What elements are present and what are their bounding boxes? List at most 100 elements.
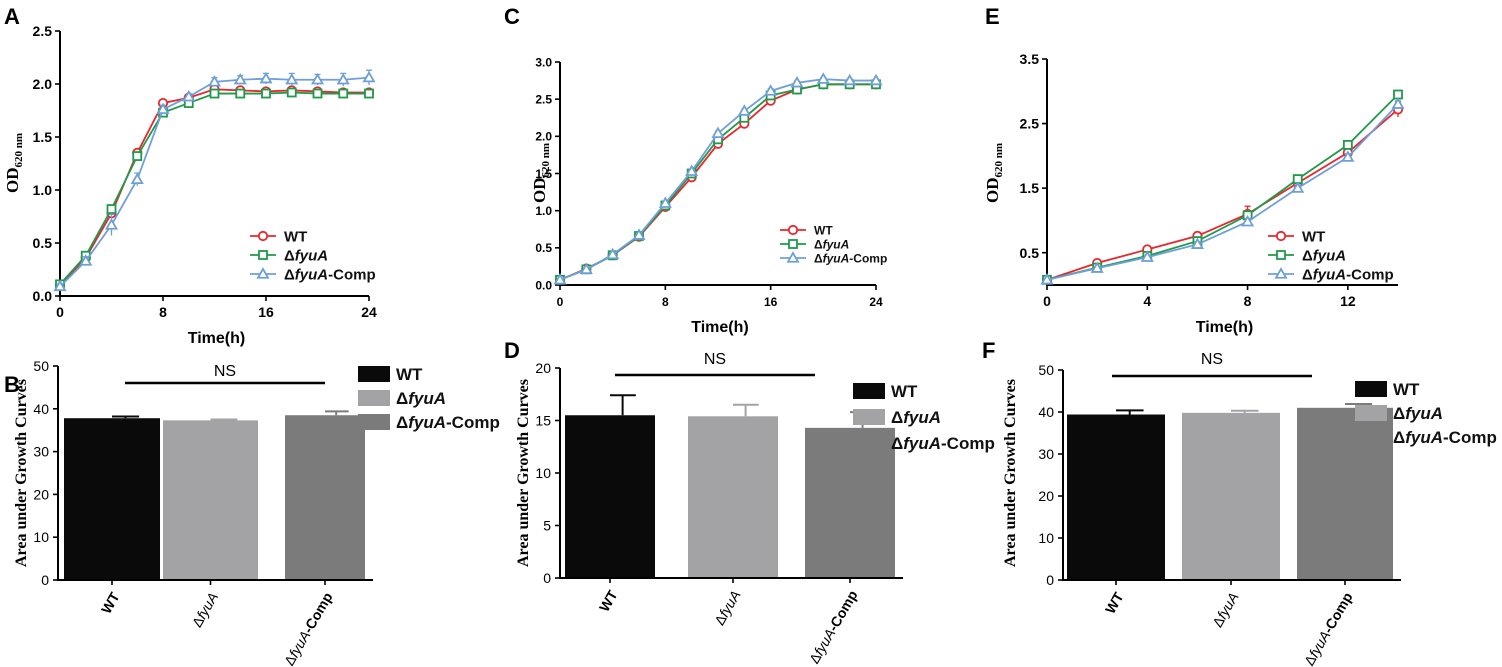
x-tick-label: WT [1102, 589, 1127, 616]
data-point [1342, 139, 1353, 150]
x-label-text: -Comp [1320, 590, 1356, 636]
legend-label: ΔfyuA [1302, 247, 1346, 264]
y-tick-label: 40 [33, 401, 49, 417]
legend-marker [256, 267, 270, 279]
x-label-text: -Comp [825, 588, 861, 634]
data-point [790, 75, 804, 88]
x-tick-label: 24 [361, 304, 377, 320]
legend-text: WT [891, 382, 918, 401]
x-tick-label: ΔfyuA [1209, 590, 1242, 630]
x-tick-label: ΔfyuA [711, 588, 744, 628]
x-tick-label: 0 [557, 295, 564, 309]
data-point [632, 228, 646, 240]
y-axis-label: OD620 nm [3, 133, 25, 193]
legend-suffix: -Comp [941, 434, 995, 453]
data-point [233, 72, 247, 85]
legend-label: ΔfyuA-Comp [396, 413, 500, 432]
panel-letter: D [504, 338, 520, 363]
legend-gene: fyuA [295, 266, 328, 283]
bar [285, 415, 365, 580]
bar [805, 427, 895, 578]
bar [565, 415, 655, 578]
data-point [1341, 150, 1355, 162]
x-label-text: WT [596, 587, 621, 614]
legend-label: ΔfyuA-Comp [1393, 428, 1497, 447]
y-axis-label-sub: 620 nm [993, 143, 1005, 178]
x-axis-label: Time(h) [188, 330, 245, 347]
panel-letter: B [4, 372, 20, 397]
series-line [1046, 103, 1399, 281]
legend-delta: Δ [891, 434, 903, 453]
legend-swatch [1355, 429, 1387, 445]
legend-delta: Δ [396, 413, 408, 432]
x-tick-label: ΔfyuA-Comp [806, 588, 861, 667]
legend-text: WT [1393, 380, 1420, 399]
data-point [1090, 261, 1104, 273]
data-point [312, 88, 323, 99]
y-axis-label: OD620 nm [530, 143, 552, 203]
x-tick-label: 8 [662, 295, 669, 309]
legend-marker [1276, 250, 1286, 260]
legend-label: WT [1393, 380, 1420, 399]
legend-marker [257, 230, 269, 242]
legend-suffix: -Comp [328, 266, 376, 283]
y-tick-label: 40 [1038, 404, 1054, 420]
x-tick-label: WT [596, 587, 621, 614]
y-tick-label: 50 [33, 358, 49, 374]
legend-gene: fyuA [1405, 428, 1443, 447]
legend-marker [786, 251, 800, 263]
legend-label: ΔfyuA-Comp [1302, 266, 1394, 283]
x-tick-label: 4 [1143, 293, 1151, 309]
y-tick-label: 1.0 [33, 182, 53, 198]
y-tick-label: 0.0 [33, 288, 53, 304]
y-axis-label: Area under Growth Curves [515, 379, 532, 567]
y-tick-label: 0 [543, 570, 551, 586]
legend-swatch [853, 383, 885, 399]
legend-gene: fyuA [408, 413, 446, 432]
data-point [1040, 273, 1054, 285]
y-tick-label: 0.5 [33, 235, 53, 251]
legend-marker [258, 250, 268, 260]
legend-gene: fyuA [1313, 247, 1346, 264]
legend-marker [1275, 230, 1287, 242]
data-point [1393, 89, 1403, 100]
y-axis-label: Area under Growth Curves [13, 379, 30, 567]
y-tick-label: 30 [1038, 446, 1054, 462]
legend-gene: fyuA [1313, 266, 1346, 283]
legend-delta: Δ [891, 408, 903, 427]
data-point [737, 104, 751, 116]
data-point [285, 72, 299, 85]
data-point [1291, 181, 1305, 193]
legend-text: WT [1302, 228, 1325, 245]
y-tick-label: 1.5 [33, 129, 53, 145]
data-point [843, 73, 857, 86]
legend-text: WT [396, 365, 423, 384]
x-tick-label: ΔfyuA-Comp [281, 590, 336, 667]
y-tick-label: 1.5 [535, 167, 552, 181]
x-label-text: -Comp [300, 590, 336, 636]
legend-text: WT [814, 223, 833, 237]
data-point [364, 88, 374, 99]
legend-swatch [853, 409, 885, 425]
data-point [338, 88, 349, 99]
legend-delta: Δ [1302, 266, 1313, 283]
legend-label: ΔfyuA [891, 408, 941, 427]
y-tick-label: 10 [1038, 530, 1054, 546]
data-point [869, 73, 883, 86]
legend-label: ΔfyuA-Comp [814, 251, 887, 265]
y-tick-label: 15 [535, 413, 551, 429]
x-label-gene: fyuA [1214, 590, 1242, 622]
legend-label: ΔfyuA-Comp [891, 434, 995, 453]
data-point [209, 88, 220, 99]
legend-delta: Δ [1393, 428, 1405, 447]
panel-letter: E [985, 4, 1000, 29]
bar [163, 420, 258, 580]
legend-label: WT [891, 382, 918, 401]
bar [1067, 414, 1165, 580]
legend-swatch [358, 366, 390, 382]
y-tick-label: 2.0 [535, 130, 552, 144]
y-tick-label: 20 [33, 486, 49, 502]
y-tick-label: 3.5 [1020, 51, 1040, 67]
data-point [685, 164, 699, 176]
